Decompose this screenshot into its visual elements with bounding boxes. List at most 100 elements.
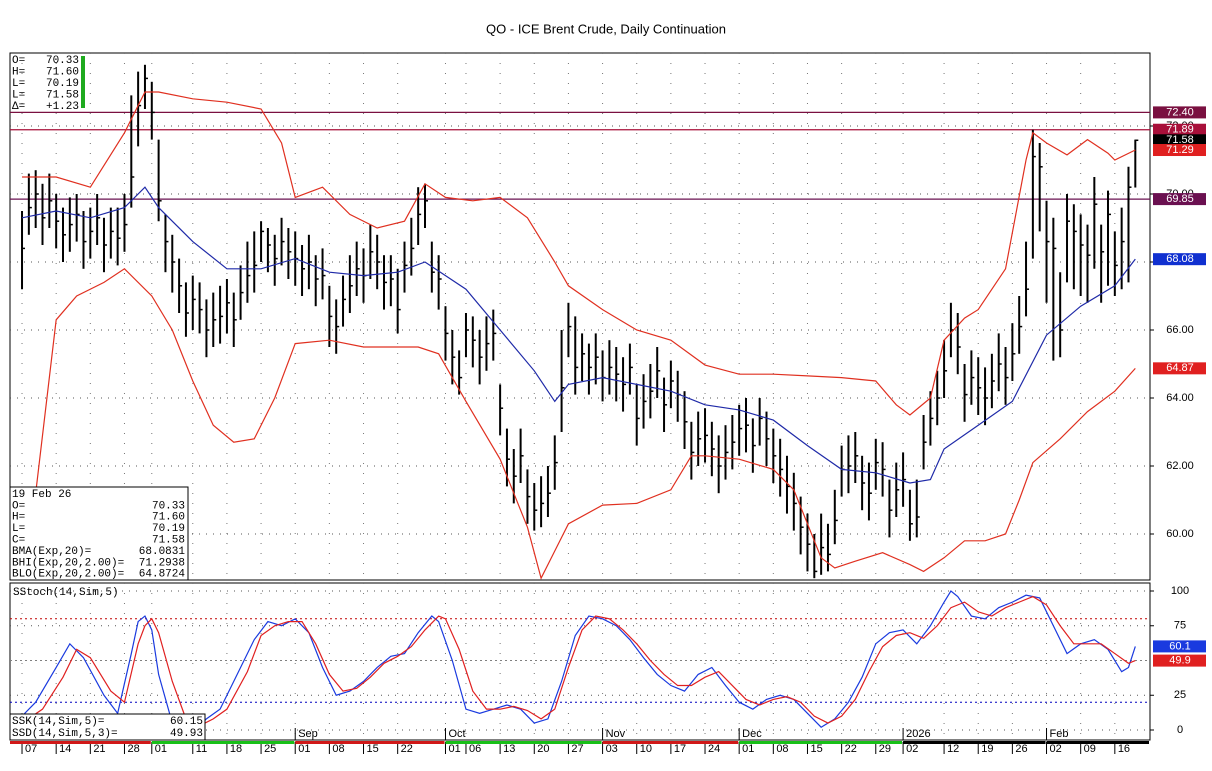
x-tick-label: 22 xyxy=(845,743,857,755)
quote-label: O= xyxy=(12,55,25,67)
x-tick-label: 16 xyxy=(1118,743,1130,755)
month-label: 2026 xyxy=(906,728,930,740)
y-tick-label: 100 xyxy=(1171,585,1189,597)
x-tick-label: 20 xyxy=(537,743,549,755)
x-tick-label: 09 xyxy=(1084,743,1096,755)
price-level-label-box xyxy=(1153,106,1206,119)
indicator-end-label: 68.08 xyxy=(1166,253,1194,265)
last-close-label-box xyxy=(1153,134,1206,147)
x-tick-label: 14 xyxy=(59,743,71,755)
legend-label: SSK(14,Sim,5)= xyxy=(12,716,104,728)
month-strip xyxy=(10,741,151,744)
indicator-end-label-box xyxy=(1153,144,1206,157)
last-close-label: 71.58 xyxy=(1166,134,1194,146)
x-tick-label: 01 xyxy=(298,743,310,755)
month-strip xyxy=(602,741,739,744)
info-value: 70.33 xyxy=(152,500,185,512)
overlays: 72.40 71.89 69.85 71.58 68.08 71.29 64.87 60.1 4… xyxy=(9,55,1206,741)
stoch-title: SStoch(14,Sim,5) xyxy=(13,587,119,599)
x-tick-label: 24 xyxy=(708,743,720,755)
x-tick-label: 06 xyxy=(469,743,481,755)
legend-value: 71.2938 xyxy=(139,557,185,569)
legend-label: BHI(Exp,20,2.00)= xyxy=(12,557,124,569)
x-tick-label: 11 xyxy=(196,743,207,755)
month-strip xyxy=(903,741,1046,744)
month-strip xyxy=(151,741,295,744)
price-level-label: 72.40 xyxy=(1166,106,1194,118)
legend-value: 49.93 xyxy=(170,728,203,740)
x-tick-label: 10 xyxy=(640,743,652,755)
y-tick-label: 66.00 xyxy=(1166,324,1194,336)
info-value: 71.60 xyxy=(152,512,185,524)
x-tick-label: 03 xyxy=(606,743,618,755)
month-label: Sep xyxy=(298,728,318,740)
x-tick-label: 22 xyxy=(401,743,413,755)
month-label: Nov xyxy=(606,728,626,740)
month-label: Dec xyxy=(742,728,762,740)
info-value: 71.58 xyxy=(152,535,185,547)
legend-label: SSD(14,Sim,5,3)= xyxy=(12,728,118,740)
price-level-label: 69.85 xyxy=(1166,193,1194,205)
indicator-line xyxy=(21,186,1136,484)
quote-value: 70.33 xyxy=(46,55,79,67)
info-value: 70.19 xyxy=(152,523,185,535)
legend-label: BLO(Exp,20,2.00)= xyxy=(12,569,124,581)
x-tick-label: 01 xyxy=(155,743,167,755)
oscillator-line xyxy=(21,595,1136,727)
info-date: 19 Feb 26 xyxy=(12,489,71,501)
legend-label: BMA(Exp,20)= xyxy=(12,546,91,558)
quote-label: L= xyxy=(12,89,25,101)
info-box xyxy=(9,486,189,581)
indicator-end-label: 64.87 xyxy=(1166,362,1194,374)
x-tick-label: 01 xyxy=(742,743,754,755)
indicator-line xyxy=(22,91,1136,416)
info-label: O= xyxy=(12,500,25,512)
x-tick-label: 25 xyxy=(264,743,276,755)
y-tick-label: 25 xyxy=(1174,689,1186,701)
oscillator-end-label: 49.9 xyxy=(1169,655,1190,667)
x-tick-label: 26 xyxy=(1015,743,1027,755)
x-tick-label: 28 xyxy=(127,743,139,755)
x-tick-label: 13 xyxy=(503,743,515,755)
x-tick-label: 07 xyxy=(25,743,37,755)
month-strip xyxy=(1046,741,1149,744)
oscillator-end-label-box xyxy=(1153,654,1206,667)
x-tick-label: 27 xyxy=(571,743,583,755)
x-tick-label: 17 xyxy=(674,743,686,755)
month-label: Feb xyxy=(1050,728,1069,740)
info-label: L= xyxy=(12,523,25,535)
y-tick-label: 62.00 xyxy=(1166,460,1194,472)
x-tick-label: 08 xyxy=(332,743,344,755)
y-tick-label: 64.00 xyxy=(1166,392,1194,404)
x-tick-label: 01 xyxy=(448,743,460,755)
indicator-end-label: 71.29 xyxy=(1166,144,1194,156)
oscillator-end-label-box xyxy=(1153,640,1206,653)
month-strip xyxy=(445,741,602,744)
x-tick-label: 19 xyxy=(981,743,993,755)
x-tick-label: 12 xyxy=(947,743,959,755)
price-panel xyxy=(9,52,1151,581)
y-tick-label: 0 xyxy=(1177,724,1183,736)
quote-label: Δ= xyxy=(12,101,25,113)
y-tick-label: 60.00 xyxy=(1166,528,1194,540)
x-tick-label: 02 xyxy=(906,743,918,755)
quote-label: L= xyxy=(12,78,25,90)
indicator-line xyxy=(21,268,1136,580)
legend-value: 60.15 xyxy=(170,716,203,728)
x-tick-label: 18 xyxy=(230,743,242,755)
quote-label: H= xyxy=(12,66,25,78)
legend-value: 64.8724 xyxy=(139,569,186,581)
info-label: C= xyxy=(12,535,25,547)
x-tick-label: 21 xyxy=(93,743,105,755)
indicator-end-label-box xyxy=(1153,362,1206,375)
indicator-end-label-box xyxy=(1153,253,1206,266)
quote-value: 71.58 xyxy=(46,89,79,101)
price-plot-area xyxy=(10,53,1150,580)
stoch-info-box xyxy=(9,713,206,741)
oscillator-end-label: 60.1 xyxy=(1169,640,1190,652)
price-level-label-box xyxy=(1153,123,1206,136)
y-tick-label: 75 xyxy=(1174,620,1186,632)
quote-value: 71.60 xyxy=(46,66,79,78)
